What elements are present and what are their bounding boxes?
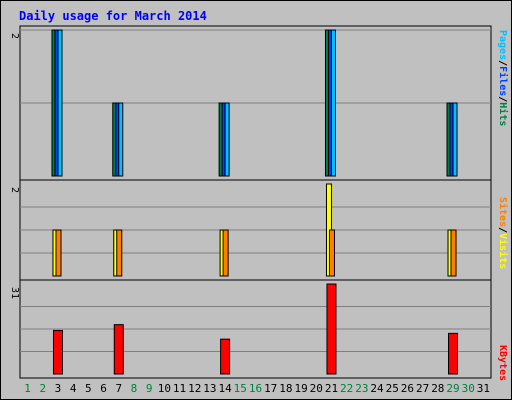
x-tick-label-day-14: 14 bbox=[218, 382, 232, 395]
x-tick-label-day-25: 25 bbox=[386, 382, 399, 395]
x-tick-label-day-30: 30 bbox=[462, 382, 475, 395]
x-tick-label-day-1: 1 bbox=[24, 382, 31, 395]
x-tick-label-day-27: 27 bbox=[416, 382, 429, 395]
x-tick-label-day-11: 11 bbox=[173, 382, 186, 395]
x-tick-label-day-6: 6 bbox=[100, 382, 107, 395]
panel-kbytes: 31 KBytes bbox=[9, 279, 508, 381]
legend-separator: / bbox=[497, 60, 508, 66]
legend-text: Sites/Visits bbox=[497, 197, 509, 269]
y-max-label: 2 bbox=[9, 33, 20, 39]
x-tick-label-day-22: 22 bbox=[340, 382, 353, 395]
x-tick-label-day-26: 26 bbox=[401, 382, 414, 395]
x-tick-label-day-29: 29 bbox=[446, 382, 459, 395]
legend-item-pages: Pages bbox=[497, 30, 508, 60]
legend-item-hits: Hits bbox=[497, 102, 509, 126]
bar-pages-day-21 bbox=[330, 29, 336, 177]
x-tick-label-day-20: 20 bbox=[310, 382, 323, 395]
x-tick-label-day-15: 15 bbox=[234, 382, 247, 395]
bar-sites-day-3 bbox=[55, 229, 62, 277]
legend-text: KBytes bbox=[497, 345, 508, 381]
legend-separator: / bbox=[497, 227, 508, 233]
bar-kbytes-day-21 bbox=[326, 283, 337, 375]
legend-item-visits: Visits bbox=[497, 233, 509, 269]
x-tick-label-day-18: 18 bbox=[279, 382, 292, 395]
bar-pages-day-14 bbox=[224, 102, 230, 177]
legend-item-files: Files bbox=[497, 66, 509, 96]
x-tick-label-day-17: 17 bbox=[264, 382, 277, 395]
legend-separator: / bbox=[497, 96, 508, 102]
x-tick-label-day-19: 19 bbox=[294, 382, 307, 395]
bar-sites-day-29 bbox=[450, 229, 457, 277]
x-tick-label-day-31: 31 bbox=[477, 382, 490, 395]
y-max-label: 31 bbox=[9, 287, 20, 299]
bar-kbytes-day-29 bbox=[448, 332, 459, 375]
chart-title: Daily usage for March 2014 bbox=[19, 9, 207, 23]
x-tick-label-day-9: 9 bbox=[146, 382, 153, 395]
x-tick-label-day-12: 12 bbox=[188, 382, 201, 395]
bar-kbytes-day-7 bbox=[113, 324, 124, 375]
legend-text: Pages/Files/Hits bbox=[497, 30, 509, 126]
x-tick-label-day-24: 24 bbox=[370, 382, 384, 395]
x-tick-label-day-4: 4 bbox=[70, 382, 77, 395]
x-tick-label-day-28: 28 bbox=[431, 382, 444, 395]
legend: Pages/Files/Hits bbox=[497, 30, 509, 126]
legend-item-sites: Sites bbox=[497, 197, 509, 227]
bar-sites-day-21 bbox=[328, 229, 335, 277]
x-tick-label-day-10: 10 bbox=[158, 382, 171, 395]
x-tick-label-day-23: 23 bbox=[355, 382, 368, 395]
x-tick-label-day-7: 7 bbox=[115, 382, 122, 395]
bar-pages-day-7 bbox=[118, 102, 124, 177]
bar-pages-day-29 bbox=[452, 102, 458, 177]
bar-kbytes-day-14 bbox=[220, 338, 231, 375]
x-tick-label-day-2: 2 bbox=[39, 382, 46, 395]
x-tick-label-day-13: 13 bbox=[203, 382, 216, 395]
x-tick-label-day-5: 5 bbox=[85, 382, 92, 395]
x-tick-label-day-8: 8 bbox=[131, 382, 138, 395]
bar-kbytes-day-3 bbox=[52, 329, 63, 375]
y-max-label: 2 bbox=[9, 187, 20, 193]
legend-item-kbytes: KBytes bbox=[497, 345, 508, 381]
panel-visits-sites: 2 Sites/Visits bbox=[9, 179, 509, 281]
x-axis-day-labels: 1 2 3 4 5 6 7 8 9 10 11 12 13 14 15 16 17 18 19 20 21 22 23 24 2… bbox=[24, 382, 490, 395]
bar-pages-day-3 bbox=[57, 29, 63, 177]
legend: Sites/Visits bbox=[497, 197, 509, 269]
x-tick-label-day-3: 3 bbox=[55, 382, 62, 395]
bar-sites-day-7 bbox=[116, 229, 123, 277]
legend: KBytes bbox=[497, 345, 508, 381]
x-tick-label-day-21: 21 bbox=[325, 382, 338, 395]
panel-hits-files-pages: 2 Pages/Files/Hits bbox=[9, 25, 509, 181]
bar-sites-day-14 bbox=[222, 229, 229, 277]
x-tick-label-day-16: 16 bbox=[249, 382, 262, 395]
